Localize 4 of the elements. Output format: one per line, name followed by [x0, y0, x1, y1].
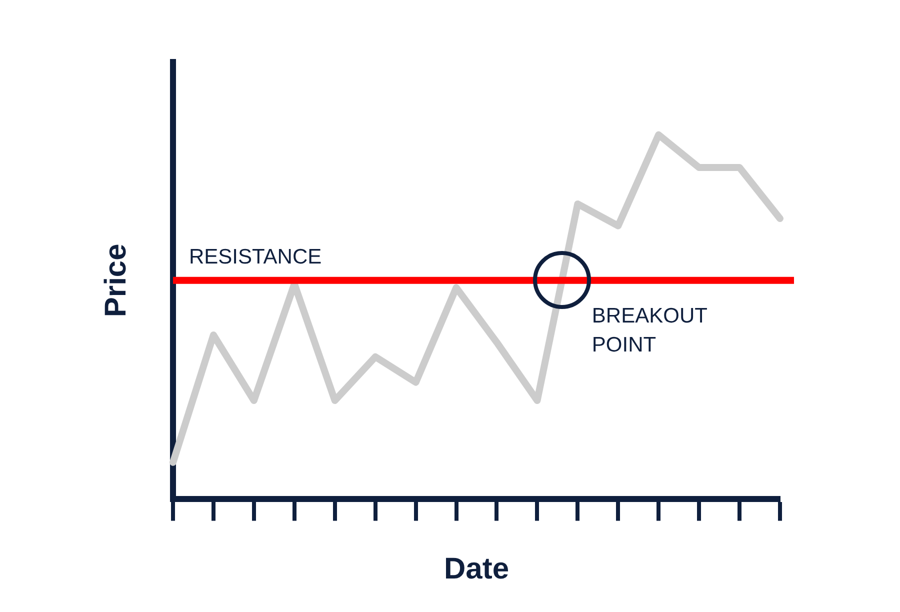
annotation: BREAKOUT POINT [592, 304, 708, 357]
ref-line-label: RESISTANCE [189, 246, 322, 269]
x-axis-title: Date [444, 552, 510, 586]
y-axis-title: Price [99, 244, 132, 318]
